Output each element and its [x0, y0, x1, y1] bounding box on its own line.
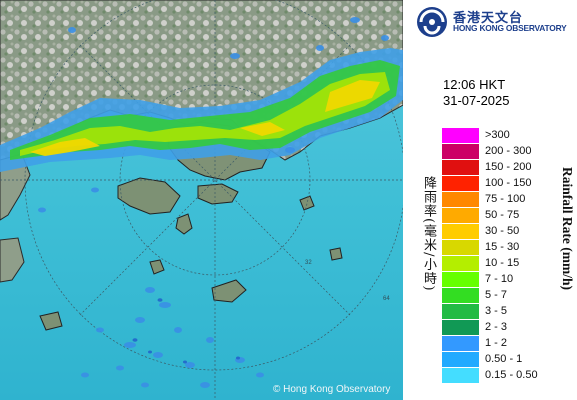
legend-label: >300	[485, 129, 510, 141]
legend-swatch	[442, 320, 479, 335]
west-island-2	[39, 311, 63, 331]
hko-emblem-icon	[417, 7, 447, 37]
legend-label: 15 - 30	[485, 241, 520, 253]
legend-label: 10 - 15	[485, 257, 520, 269]
south-island-1	[211, 279, 247, 303]
legend-item: 5 - 7	[442, 288, 572, 304]
east-island-2	[299, 195, 315, 211]
west-island	[0, 237, 25, 283]
east-island-1	[329, 247, 343, 261]
legend-item: 2 - 3	[442, 320, 572, 336]
hko-logo[interactable]: 香港天文台 HONG KONG OBSERVATORY	[413, 4, 573, 40]
legend-label: 0.50 - 1	[485, 353, 523, 365]
legend-item: 50 - 75	[442, 208, 572, 224]
legend-label: 200 - 300	[485, 145, 532, 157]
legend-swatch	[442, 144, 479, 159]
legend-swatch	[442, 128, 479, 143]
range-rings	[0, 0, 403, 400]
observation-time: 12:06 HKT	[443, 77, 506, 92]
ring-label-32: 32	[305, 260, 312, 266]
legend-item: 0.15 - 0.50	[442, 368, 572, 384]
legend-item: 3 - 5	[442, 304, 572, 320]
legend-label: 5 - 7	[485, 289, 508, 301]
map-credit: © Hong Kong Observatory	[273, 384, 391, 395]
legend-swatch	[442, 336, 479, 351]
legend-swatch	[442, 240, 479, 255]
legend-label: 3 - 5	[485, 305, 508, 317]
logo-text-en: HONG KONG OBSERVATORY	[453, 23, 567, 33]
logo-text-zh: 香港天文台	[453, 11, 524, 26]
radar-map[interactable]: 32 64	[0, 0, 403, 400]
hk-island	[197, 183, 239, 205]
ring-label-64: 64	[383, 296, 390, 302]
legend-item: 15 - 30	[442, 240, 572, 256]
legend-swatch	[442, 208, 479, 223]
legend-item: 0.50 - 1	[442, 352, 572, 368]
legend-item: >300	[442, 128, 572, 144]
legend-label: 1 - 2	[485, 337, 508, 349]
legend-label: 75 - 100	[485, 193, 526, 205]
legend-item: 100 - 150	[442, 176, 572, 192]
rain-band-yellowgreen	[20, 72, 390, 156]
legend-label: 0.15 - 0.50	[485, 369, 538, 381]
legend-swatch	[442, 304, 479, 319]
rain-cells-dark	[132, 298, 240, 364]
legend-swatch	[442, 256, 479, 271]
south-island-2	[149, 259, 165, 275]
rain-cells	[38, 17, 389, 388]
legend-item: 75 - 100	[442, 192, 572, 208]
legend-swatch	[442, 192, 479, 207]
legend-item: 30 - 50	[442, 224, 572, 240]
legend-item: 10 - 15	[442, 256, 572, 272]
legend-swatch	[442, 176, 479, 191]
legend-swatch	[442, 160, 479, 175]
legend-label: 50 - 75	[485, 209, 520, 221]
legend-label: 100 - 150	[485, 177, 532, 189]
legend-item: 1 - 2	[442, 336, 572, 352]
legend-swatch	[442, 352, 479, 367]
legend-item: 7 - 10	[442, 272, 572, 288]
lamma-island	[175, 213, 193, 235]
legend-swatch	[442, 288, 479, 303]
legend-swatch	[442, 224, 479, 239]
legend-label: 30 - 50	[485, 225, 520, 237]
rain-band-yellow	[30, 80, 380, 156]
legend-item: 200 - 300	[442, 144, 572, 160]
legend-title-zh: 降雨率(毫米/小時)	[421, 176, 436, 292]
legend-title-en: Rainfall Rate (mm/h)	[560, 167, 575, 290]
legend-label: 7 - 10	[485, 273, 514, 285]
observation-date: 31-07-2025	[443, 93, 510, 108]
legend-label: 2 - 3	[485, 321, 508, 333]
legend-swatch	[442, 272, 479, 287]
legend-label: 150 - 200	[485, 161, 532, 173]
legend-item: 150 - 200	[442, 160, 572, 176]
legend-swatch	[442, 368, 479, 383]
